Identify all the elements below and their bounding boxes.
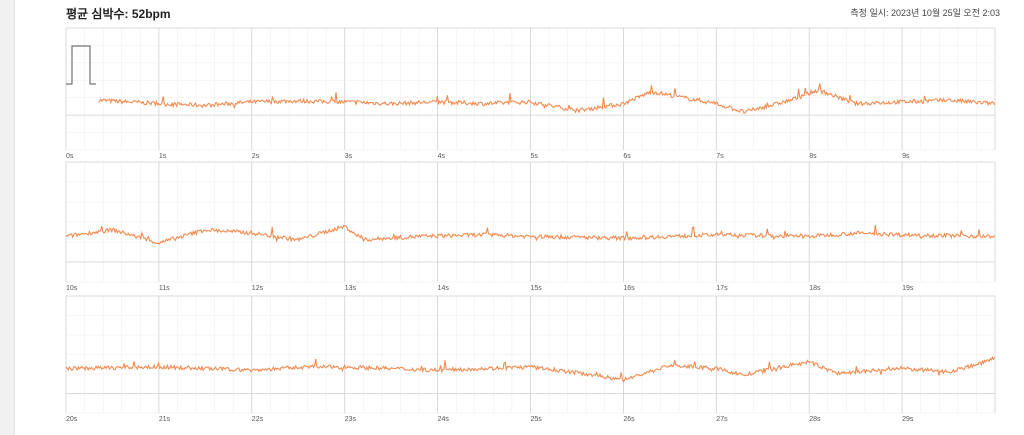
tick-label: 17s bbox=[716, 285, 728, 292]
tick-label: 22s bbox=[252, 416, 264, 423]
tick-label: 4s bbox=[438, 153, 446, 160]
tick-label: 29s bbox=[902, 416, 914, 423]
tick-label: 12s bbox=[252, 285, 264, 292]
tick-label: 8s bbox=[809, 153, 817, 160]
tick-label: 6s bbox=[623, 153, 631, 160]
ecg-trace bbox=[98, 83, 996, 114]
tick-label: 23s bbox=[345, 416, 357, 423]
tick-label: 28s bbox=[809, 416, 821, 423]
tick-label: 7s bbox=[716, 153, 724, 160]
tick-label: 20s bbox=[66, 416, 78, 423]
average-heart-rate: 평균 심박수: 52bpm bbox=[66, 7, 171, 21]
tick-label: 25s bbox=[531, 416, 543, 423]
tick-label: 11s bbox=[159, 285, 170, 292]
tick-label: 26s bbox=[623, 416, 635, 423]
measurement-timestamp: 측정 일시: 2023년 10월 25일 오전 2:03 bbox=[850, 8, 1000, 18]
tick-label: 10s bbox=[66, 285, 78, 292]
calibration-pulse bbox=[66, 45, 96, 85]
tick-label: 5s bbox=[531, 153, 539, 160]
tick-label: 16s bbox=[623, 285, 635, 292]
tick-label: 14s bbox=[438, 285, 450, 292]
tick-label: 1s bbox=[159, 153, 167, 160]
page-left-edge bbox=[0, 0, 15, 435]
tick-label: 27s bbox=[716, 416, 728, 423]
tick-label: 18s bbox=[809, 285, 821, 292]
tick-label: 0s bbox=[66, 153, 74, 160]
ecg-trace bbox=[65, 356, 996, 383]
tick-label: 9s bbox=[902, 153, 910, 160]
tick-label: 19s bbox=[902, 285, 914, 292]
tick-label: 24s bbox=[438, 416, 450, 423]
ecg-trace bbox=[65, 224, 996, 245]
tick-label: 15s bbox=[531, 285, 543, 292]
tick-label: 2s bbox=[252, 153, 260, 160]
tick-label: 21s bbox=[159, 416, 171, 423]
tick-label: 3s bbox=[345, 153, 353, 160]
tick-label: 13s bbox=[345, 285, 357, 292]
